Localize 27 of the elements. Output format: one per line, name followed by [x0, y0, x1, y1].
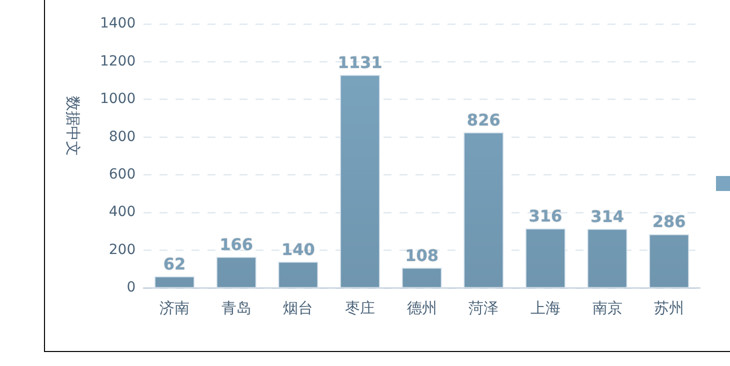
- y-tick-label: 1000: [100, 91, 136, 108]
- y-tick-label: 400: [108, 204, 136, 220]
- data-label: 826: [466, 110, 500, 130]
- y-tick-label: 0: [126, 280, 136, 296]
- data-label: 62: [163, 254, 186, 274]
- x-tick-label: 南京: [592, 298, 622, 317]
- y-tick-label: 1200: [100, 53, 136, 70]
- data-label: 316: [528, 206, 562, 226]
- y-tick-label: 800: [108, 128, 136, 145]
- data-label: 314: [590, 206, 624, 226]
- y-axis-title: 数据中文: [64, 96, 82, 156]
- data-label: 1131: [338, 52, 382, 72]
- y-tick-label: 1400: [100, 16, 136, 32]
- x-tick-label: 青岛: [221, 298, 252, 317]
- data-label: 166: [220, 234, 254, 254]
- x-tick-label: 苏州: [654, 298, 684, 317]
- x-tick-label: 枣庄: [344, 298, 375, 317]
- x-tick-label: 烟台: [283, 298, 314, 317]
- data-label: 140: [281, 240, 315, 259]
- x-tick-label: 菏泽: [468, 298, 499, 317]
- x-tick-label: 上海: [530, 298, 560, 317]
- x-tick-label: 德州: [406, 298, 437, 317]
- x-tick-label: 济南: [160, 298, 190, 317]
- y-tick-label: 600: [108, 166, 136, 182]
- y-tick-label: 200: [108, 242, 136, 258]
- data-label: 286: [652, 212, 686, 232]
- data-label: 108: [405, 246, 439, 265]
